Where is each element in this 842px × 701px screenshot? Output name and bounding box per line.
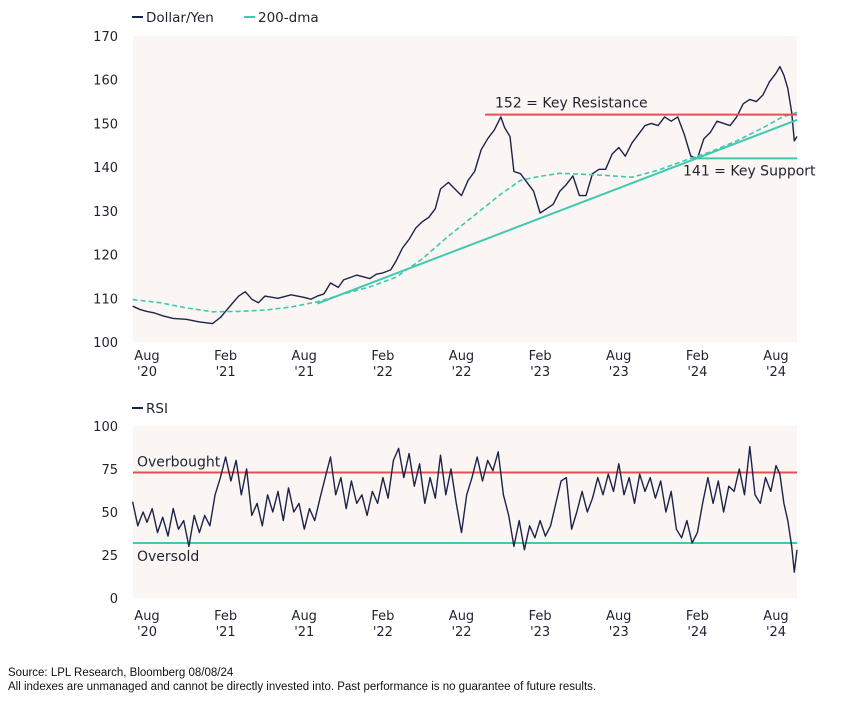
price-annotation-label: 141 = Key Support	[683, 163, 816, 179]
price-x-tick-year: '21	[294, 365, 314, 380]
rsi-series-rsi	[131, 445, 798, 573]
rsi-x-axis: Aug'20Feb'21Aug'21Feb'22Aug'22Feb'23Aug'…	[134, 609, 788, 640]
price-y-tick-label: 120	[93, 249, 118, 264]
rsi-x-tick-year: '22	[451, 625, 471, 640]
rsi-x-tick-label: Aug	[292, 609, 317, 624]
rsi-y-tick-label: 25	[101, 549, 118, 564]
rsi-annotations: Overbought Oversold	[133, 454, 797, 565]
price-x-tick-year: '24	[766, 365, 786, 380]
rsi-legend: RSI	[132, 401, 168, 417]
price-x-tick-year: '20	[137, 365, 157, 380]
legend-label: 200-dma	[258, 10, 319, 26]
rsi-x-tick-label: Aug	[763, 609, 788, 624]
rsi-x-tick-year: '23	[530, 625, 550, 640]
price-x-tick-year: '23	[609, 365, 629, 380]
rsi-x-tick-label: Feb	[214, 609, 237, 624]
price-annotation-label: 152 = Key Resistance	[495, 96, 648, 112]
price-x-axis: Aug'20Feb'21Aug'21Feb'22Aug'22Feb'23Aug'…	[134, 349, 788, 380]
rsi-y-tick-label: 75	[101, 463, 118, 478]
rsi-y-tick-label: 50	[101, 506, 118, 521]
price-x-tick-label: Aug	[449, 349, 474, 364]
rsi-x-tick-label: Aug	[449, 609, 474, 624]
price-y-tick-label: 170	[93, 30, 118, 45]
disclaimer-note: All indexes are unmanaged and cannot be …	[8, 681, 597, 693]
rsi-y-tick-label: 0	[110, 592, 118, 607]
legend-label: RSI	[146, 401, 168, 417]
price-x-tick-year: '22	[373, 365, 393, 380]
rsi-x-tick-year: '24	[766, 625, 786, 640]
rsi-x-tick-label: Feb	[529, 609, 552, 624]
price-x-tick-label: Feb	[371, 349, 394, 364]
rsi-x-tick-label: Aug	[134, 609, 159, 624]
rsi-y-tick-label: 100	[93, 420, 118, 435]
price-x-tick-label: Feb	[529, 349, 552, 364]
rsi-x-tick-year: '21	[294, 625, 314, 640]
price-series-dollar-yen	[132, 65, 798, 325]
price-x-tick-year: '22	[451, 365, 471, 380]
price-annotations: 152 = Key Resistance 141 = Key Support	[316, 96, 816, 305]
price-x-tick-label: Aug	[763, 349, 788, 364]
price-legend: Dollar/Yen 200-dma	[132, 10, 319, 26]
rsi-annotation-label: Oversold	[137, 549, 199, 565]
price-trendline	[316, 118, 798, 305]
price-y-axis: 100 110 120 130 140 150 160 170	[93, 30, 118, 351]
price-x-tick-label: Feb	[686, 349, 709, 364]
price-x-tick-label: Aug	[134, 349, 159, 364]
price-x-tick-year: '21	[216, 365, 236, 380]
price-y-tick-label: 100	[93, 336, 118, 351]
rsi-x-tick-year: '23	[609, 625, 629, 640]
rsi-x-tick-year: '20	[137, 625, 157, 640]
rsi-y-axis: 0 25 50 75 100	[93, 420, 118, 607]
legend-label: Dollar/Yen	[146, 10, 214, 26]
rsi-lines	[131, 445, 798, 573]
rsi-x-tick-label: Aug	[606, 609, 631, 624]
source-note: Source: LPL Research, Bloomberg 08/08/24	[8, 667, 234, 679]
price-y-tick-label: 150	[93, 117, 118, 132]
rsi-annotation-label: Overbought	[137, 454, 221, 470]
price-y-tick-label: 140	[93, 161, 118, 176]
price-series-200-dma	[132, 111, 798, 313]
rsi-x-tick-label: Feb	[686, 609, 709, 624]
rsi-x-tick-label: Feb	[371, 609, 394, 624]
price-lines	[132, 65, 798, 325]
price-x-tick-year: '24	[687, 365, 707, 380]
rsi-x-tick-year: '21	[216, 625, 236, 640]
price-y-tick-label: 160	[93, 74, 118, 89]
price-x-tick-year: '23	[530, 365, 550, 380]
rsi-x-tick-year: '24	[687, 625, 707, 640]
price-x-tick-label: Aug	[292, 349, 317, 364]
price-y-tick-label: 110	[93, 292, 118, 307]
rsi-x-tick-year: '22	[373, 625, 393, 640]
price-x-tick-label: Feb	[214, 349, 237, 364]
price-x-tick-label: Aug	[606, 349, 631, 364]
price-y-tick-label: 130	[93, 205, 118, 220]
